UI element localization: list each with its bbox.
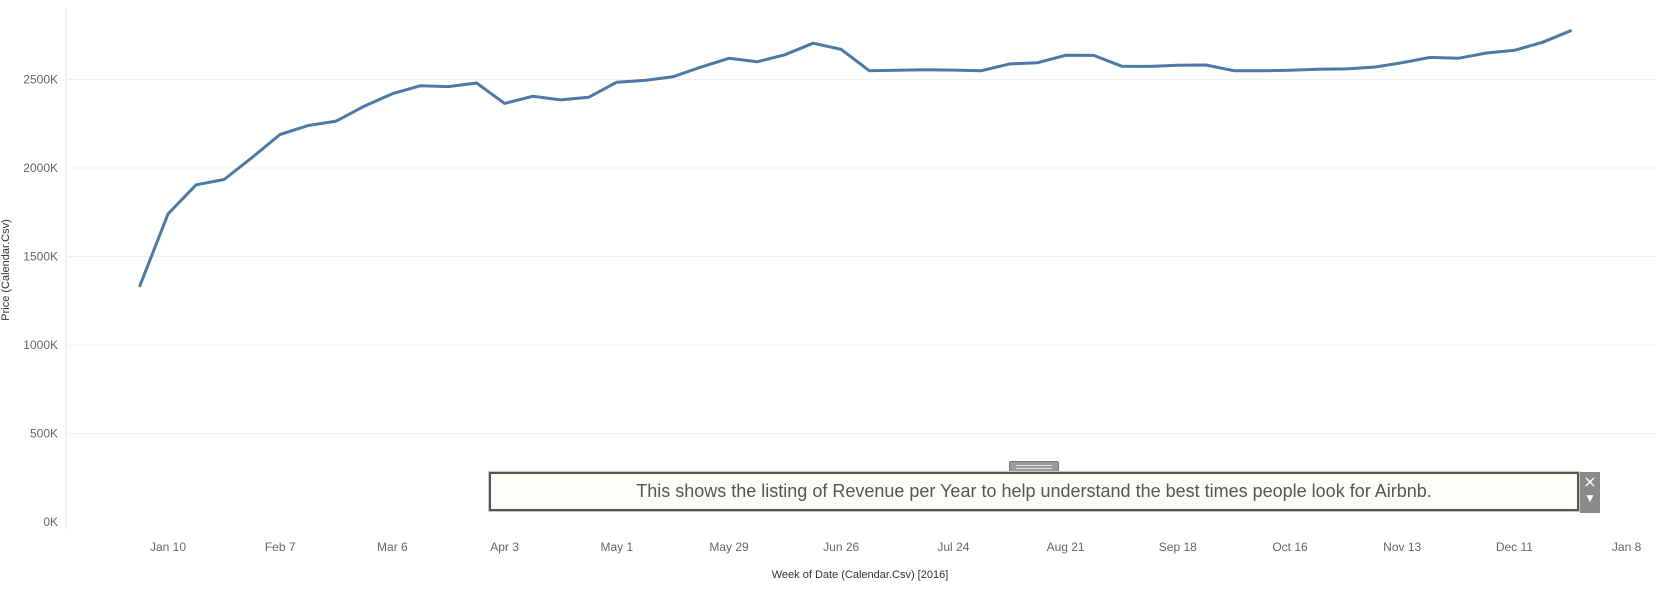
y-tick-label: 500K — [30, 427, 58, 441]
x-tick-label: Jun 26 — [823, 540, 859, 554]
scroll-down-icon[interactable]: ▼ — [1586, 494, 1594, 504]
x-tick-label: May 1 — [600, 540, 633, 554]
x-tick-label: Jul 24 — [937, 540, 969, 554]
x-tick-label: Sep 18 — [1159, 540, 1197, 554]
y-tick-label: 2500K — [23, 73, 58, 87]
x-tick-label: Jan 10 — [150, 540, 186, 554]
x-tick-label: Mar 6 — [377, 540, 408, 554]
x-tick-label: Jan 8 — [1612, 540, 1642, 554]
y-tick-label: 0K — [43, 515, 58, 529]
annotation-controls: × ▼ — [1580, 472, 1600, 513]
annotation-box[interactable]: This shows the listing of Revenue per Ye… — [488, 471, 1580, 512]
x-tick-label: Feb 7 — [265, 540, 296, 554]
x-tick-label: Apr 3 — [490, 540, 519, 554]
y-tick-label: 1500K — [23, 250, 58, 264]
x-tick-label: Aug 21 — [1047, 540, 1085, 554]
x-axis-title: Week of Date (Calendar.Csv) [2016] — [772, 569, 949, 581]
series-line[interactable] — [138, 29, 1572, 288]
y-axis-ticks: 0K 500K 1000K 1500K 2000K 2500K — [23, 73, 58, 530]
close-icon[interactable]: × — [1583, 472, 1597, 491]
x-tick-label: May 29 — [709, 540, 749, 554]
x-axis-ticks: Jan 10 Feb 7 Mar 6 Apr 3 May 1 May 29 Jun 26 Ju… — [150, 540, 1642, 554]
x-tick-label: Oct 16 — [1272, 540, 1308, 554]
y-axis-title: Price (Calendar.Csv) — [0, 219, 12, 320]
gridlines — [66, 79, 1656, 434]
annotation-text: This shows the listing of Revenue per Ye… — [636, 481, 1432, 501]
y-tick-label: 1000K — [23, 338, 58, 352]
y-tick-label: 2000K — [23, 161, 58, 175]
x-tick-label: Dec 11 — [1496, 540, 1533, 554]
x-tick-label: Nov 13 — [1383, 540, 1421, 554]
